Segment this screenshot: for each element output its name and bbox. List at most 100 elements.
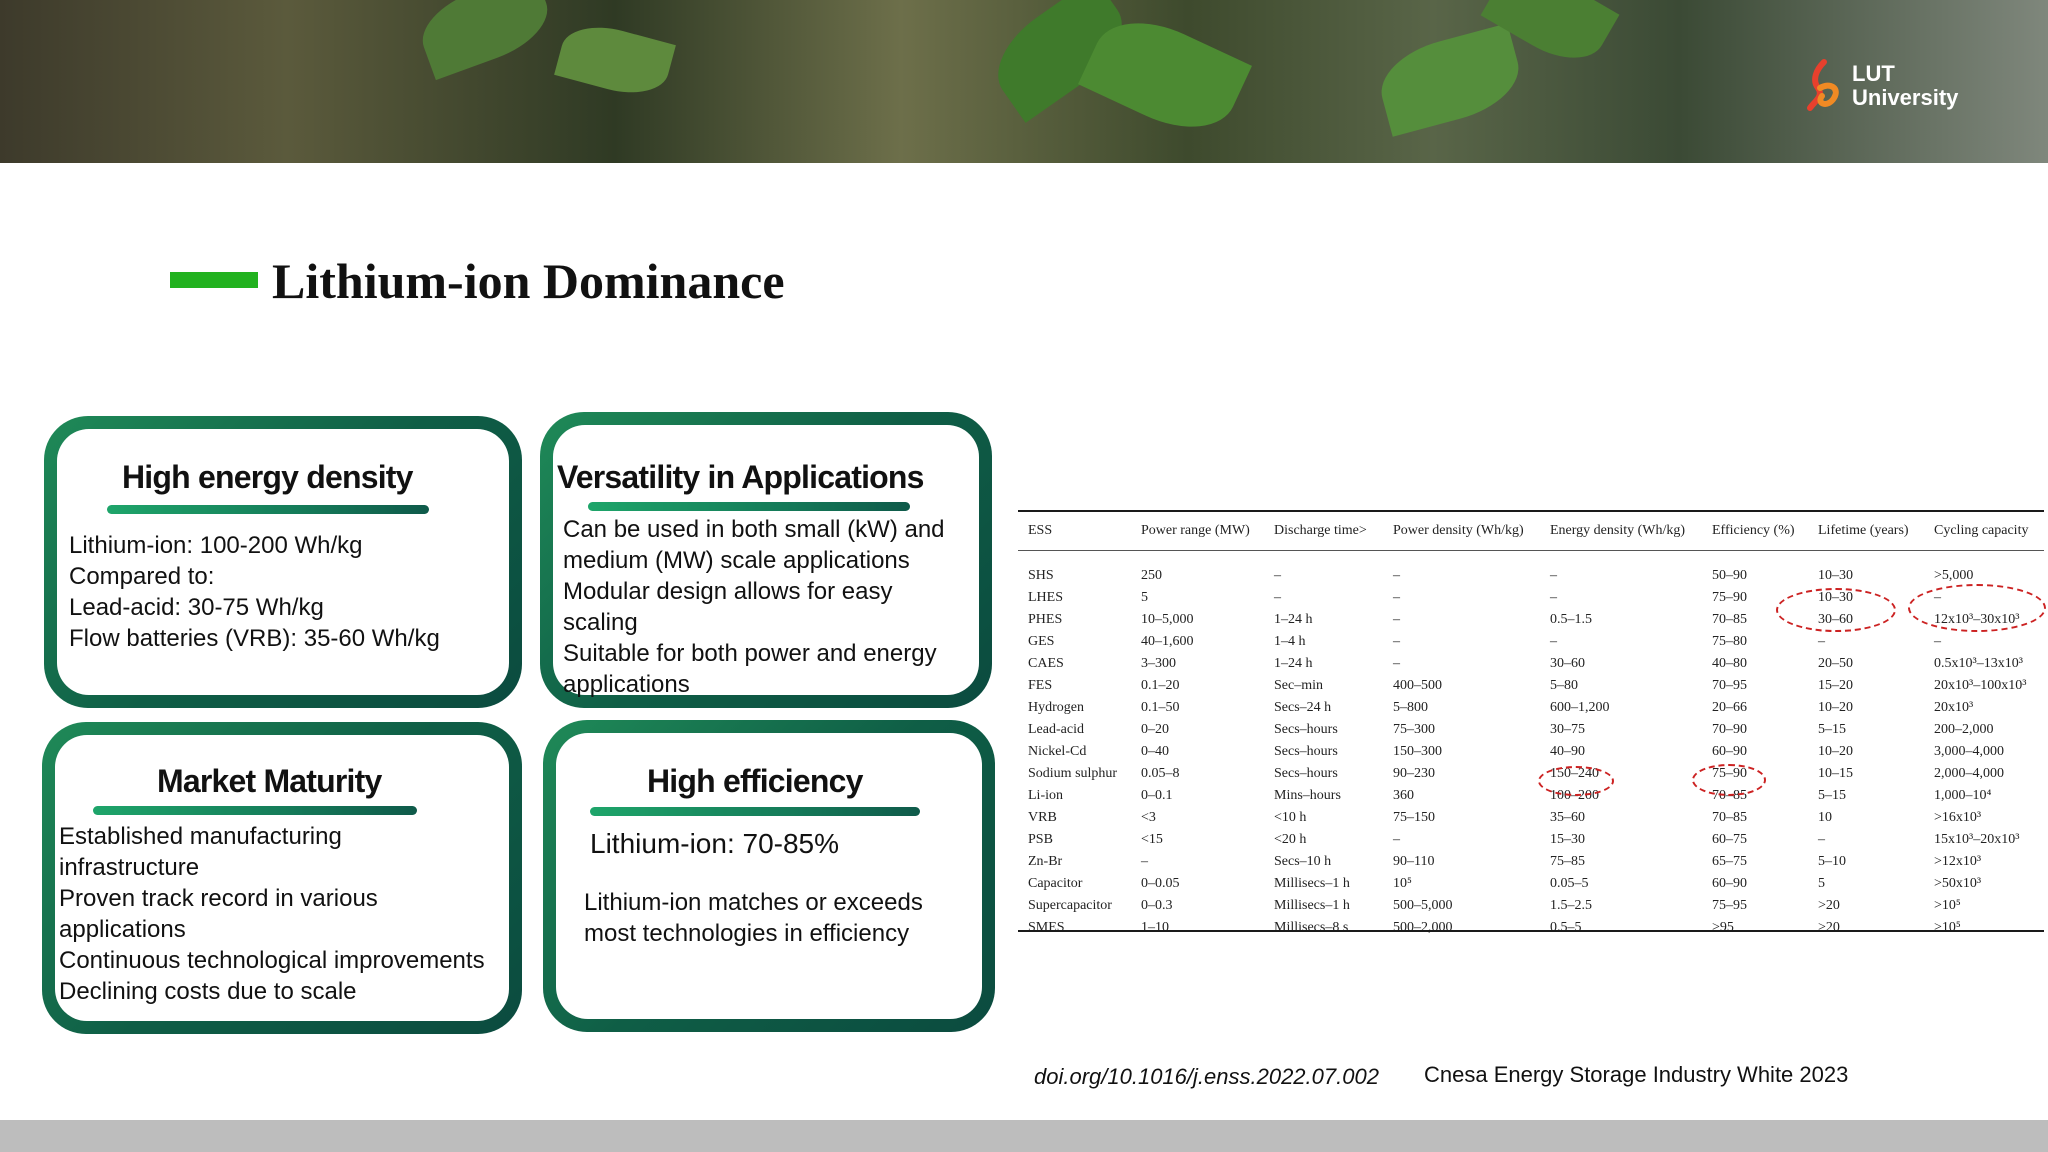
table-cell: 70–85 [1712,810,1747,825]
column-header: Energy density (Wh/kg) [1550,523,1686,538]
table-cell: – [1550,634,1557,649]
body-line: Established manufacturing [59,823,342,850]
body-line: medium (MW) scale applications [563,547,910,574]
table-cell: Capacitor [1028,876,1083,891]
table-cell: >50x10³ [1934,876,1982,891]
table-cell: 0.05–5 [1550,876,1589,891]
table-cell: Secs–hours [1274,722,1338,737]
table-cell: 75–95 [1712,898,1747,913]
table-cell: GES [1028,634,1055,649]
table-cell: 0.5x10³–13x10³ [1934,656,2023,671]
table-cell: 30–60 [1550,656,1585,671]
table-cell: 40–80 [1712,656,1747,671]
body-line: applications [59,916,186,943]
body-line: infrastructure [59,854,200,881]
table-cell: FES [1028,678,1053,693]
table-cell: 5–10 [1818,854,1846,869]
table-cell: >20 [1818,920,1840,935]
table-bottom-rule [1018,930,2044,932]
table-cell: – [1393,634,1400,649]
table-cell: 0–0.1 [1141,788,1173,803]
table-cell: 360 [1393,788,1414,803]
table-cell: >95 [1712,920,1734,935]
table-cell: 10–30 [1818,568,1853,583]
table-cell: 75–300 [1393,722,1435,737]
table-cell: – [1934,634,1941,649]
column-header: Cycling capacity [1934,523,2029,538]
table-cell: Zn-Br [1028,854,1063,869]
card-title: Market Maturity [157,763,382,799]
table-cell: 200–2,000 [1934,722,1994,737]
table-cell: – [1393,832,1400,847]
table-cell: 65–75 [1712,854,1747,869]
table-cell: 0.05–8 [1141,766,1180,781]
table-cell: 1–10 [1141,920,1169,935]
table-cell: 1–24 h [1274,612,1313,627]
table-cell: 0.1–50 [1141,700,1180,715]
table-cell: 20x10³ [1934,700,1974,715]
column-header: Efficiency (%) [1712,523,1795,538]
body-line: Modular design allows for easy [563,578,893,605]
table-cell: 3–300 [1141,656,1176,671]
table-cell: 400–500 [1393,678,1442,693]
table-cell: Secs–10 h [1274,854,1332,869]
table-cell: 20–50 [1818,656,1853,671]
table-cell: 5–80 [1550,678,1578,693]
table-row: PSB <15 <20 h – 15–30 60–75 – 15x10³–20x10³ [1018,829,2044,851]
table-cell: >10⁵ [1934,920,1961,935]
table-cell: – [1550,590,1557,605]
table-cell: 250 [1141,568,1162,583]
table-cell: 500–5,000 [1393,898,1453,913]
efficiency-headline: Lithium-ion: 70-85% [590,828,840,859]
card-versatility: Versatility in Applications Can be used … [540,412,992,708]
table-cell: 600–1,200 [1550,700,1610,715]
table-cell: <20 h [1274,832,1307,847]
table-cell: VRB [1028,810,1057,825]
table-cell: Secs–hours [1274,744,1338,759]
table-cell: – [1818,832,1825,847]
table-cell: – [1393,590,1400,605]
table-cell: 60–75 [1712,832,1747,847]
table-cell: 60–90 [1712,876,1747,891]
table-cell: – [1818,634,1825,649]
body-line: Declining costs due to scale [59,978,357,1005]
table-cell: PHES [1028,612,1063,627]
table-cell: 1–24 h [1274,656,1313,671]
table-cell: 35–60 [1550,810,1585,825]
table-row: Sodium sulphur 0.05–8 Secs–hours 90–230 150–… [1018,763,2044,785]
table-row: SHS 250 – – – 50–90 10–30 >5,000 [1018,565,2044,587]
table-cell: >5,000 [1934,568,1974,583]
table-cell: 0–0.05 [1141,876,1180,891]
table-cell: 15x10³–20x10³ [1934,832,2020,847]
table-cell: 10–20 [1818,700,1853,715]
table-cell: Nickel-Cd [1028,744,1087,759]
table-cell: 75–85 [1550,854,1585,869]
table-cell: 75–90 [1712,590,1747,605]
table-cell: 1,000–10⁴ [1934,788,1992,803]
table-row: VRB <3 <10 h 75–150 35–60 70–85 10 >16x10³ [1018,807,2044,829]
table-cell: 0–0.3 [1141,898,1173,913]
body-line: Lithium-ion matches or exceeds [584,889,923,916]
table-row: Nickel-Cd 0–40 Secs–hours 150–300 40–90 60–90… [1018,741,2044,763]
table-cell: <3 [1141,810,1156,825]
table-cell: 2,000–4,000 [1934,766,2004,781]
footer-bar [0,1120,2048,1152]
column-header: Power range (MW) [1141,523,1250,538]
table-cell: 10–15 [1818,766,1853,781]
table-cell: 75–80 [1712,634,1747,649]
table-cell: 40–90 [1550,744,1585,759]
table-cell: Hydrogen [1028,700,1084,715]
table-cell: 5 [1818,876,1825,891]
header-banner: LUT University [0,0,2048,163]
table-cell: – [1393,612,1400,627]
table-cell: Millisecs–1 h [1274,898,1350,913]
table-cell: 500–2,000 [1393,920,1453,935]
leaf-decoration [411,0,559,81]
table-cell: CAES [1028,656,1064,671]
table-cell: <10 h [1274,810,1307,825]
card-body: Lithium-ion: 100-200 Wh/kg Compared to: … [69,530,440,654]
table-cell: 150–300 [1393,744,1442,759]
table-cell: 50–90 [1712,568,1747,583]
card-title: Versatility in Applications [557,459,924,495]
table-cell: 0.5–5 [1550,920,1582,935]
